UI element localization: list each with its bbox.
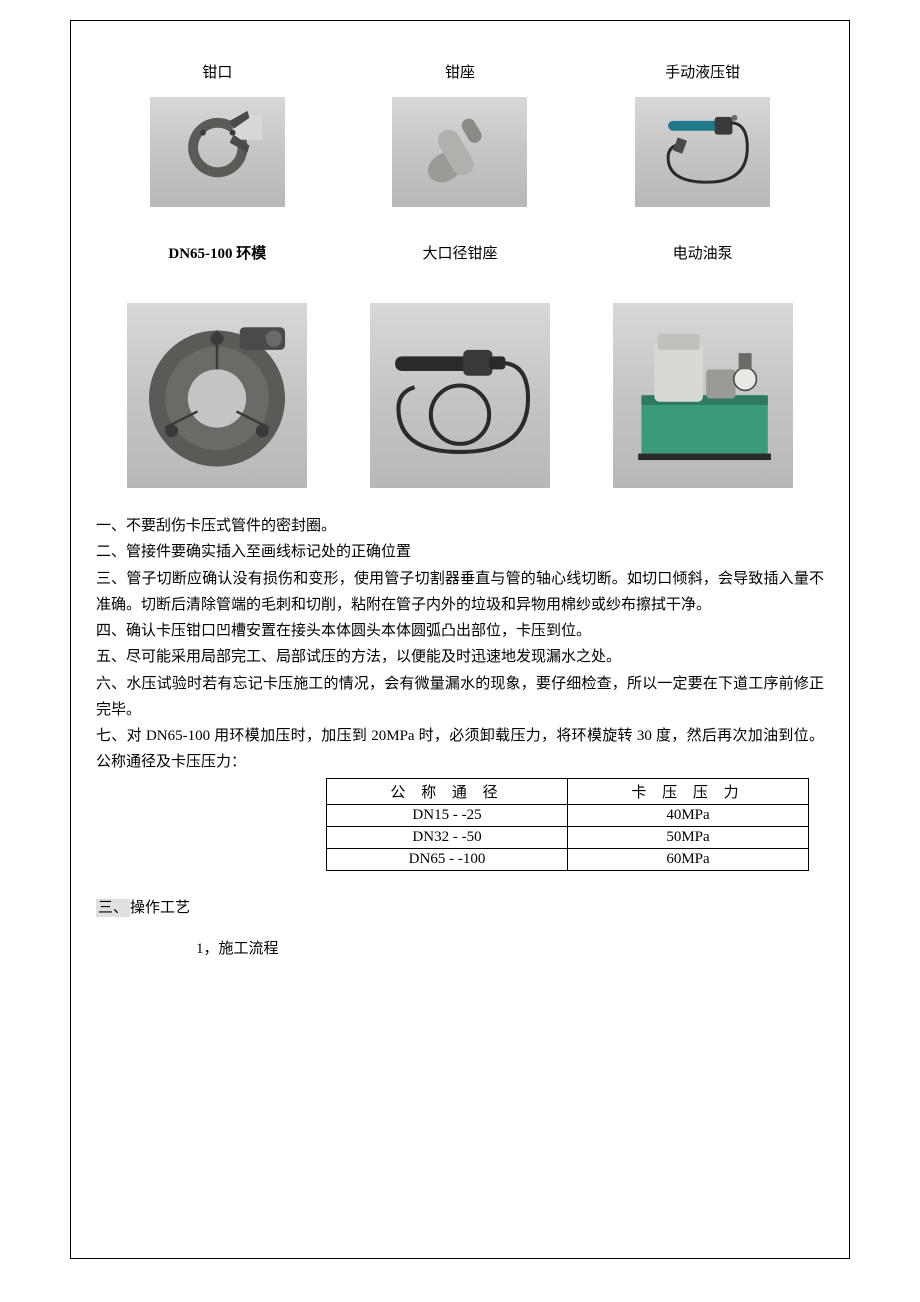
manual-clamp-icon <box>642 103 764 202</box>
tool-ring-die <box>117 303 317 488</box>
tool-seat: 钳座 <box>360 61 560 207</box>
section-title: 操作工艺 <box>130 900 190 916</box>
tools-row-2-images <box>96 303 824 488</box>
tools-row-2-labels: DN65-100 环模 大口径钳座 电动油泵 <box>96 242 824 283</box>
note-4: 四、确认卡压钳口凹槽安置在接头本体圆头本体圆弧凸出部位，卡压到位。 <box>96 618 824 644</box>
td-pressure: 50MPa <box>568 826 809 848</box>
notes-section: 一、不要刮伤卡压式管件的密封圈。 二、管接件要确实插入至画线标记处的正确位置 三… <box>96 513 824 776</box>
tool-label: DN65-100 环模 <box>168 242 266 263</box>
note-6: 六、水压试验时若有忘记卡压施工的情况，会有微量漏水的现象，要仔细检查，所以一定要… <box>96 671 824 724</box>
tool-jaw: 钳口 <box>117 61 317 207</box>
table-header-row: 公 称 通 径 卡 压 压 力 <box>327 778 809 804</box>
pressure-table: 公 称 通 径 卡 压 压 力 DN15 - -25 40MPa DN32 - … <box>326 778 809 871</box>
electric-pump-icon <box>622 312 784 479</box>
td-diameter: DN65 - -100 <box>327 848 568 870</box>
tool-label: 钳座 <box>445 61 475 82</box>
table-row: DN65 - -100 60MPa <box>327 848 809 870</box>
td-diameter: DN15 - -25 <box>327 804 568 826</box>
td-pressure: 60MPa <box>568 848 809 870</box>
section-3-heading: 三、操作工艺 <box>96 896 824 917</box>
tool-image-jaw <box>150 97 285 207</box>
tool-label: 钳口 <box>202 61 232 82</box>
large-seat-icon <box>379 312 541 479</box>
tool-manual-hydraulic: 手动液压钳 <box>603 61 803 207</box>
ring-die-icon <box>136 312 298 479</box>
tool-electric-pump-label: 电动油泵 <box>603 242 803 283</box>
seat-icon <box>399 103 521 202</box>
td-pressure: 40MPa <box>568 804 809 826</box>
tools-row-1: 钳口 钳座 <box>96 61 824 207</box>
tool-large-seat-label: 大口径钳座 <box>360 242 560 283</box>
tool-image-manual <box>635 97 770 207</box>
note-5: 五、尽可能采用局部完工、局部试压的方法，以便能及时迅速地发现漏水之处。 <box>96 644 824 670</box>
tool-large-seat <box>360 303 560 488</box>
note-1: 一、不要刮伤卡压式管件的密封圈。 <box>96 513 824 539</box>
tool-image-seat <box>392 97 527 207</box>
jaw-icon <box>157 103 279 202</box>
tool-label: 手动液压钳 <box>665 61 740 82</box>
th-pressure: 卡 压 压 力 <box>568 778 809 804</box>
document-page: 钳口 钳座 <box>70 20 850 1259</box>
section-3-sub: 1，施工流程 <box>196 937 824 958</box>
tool-image-ring-die <box>127 303 307 488</box>
td-diameter: DN32 - -50 <box>327 826 568 848</box>
tool-image-electric-pump <box>613 303 793 488</box>
th-diameter: 公 称 通 径 <box>327 778 568 804</box>
note-3: 三、管子切断应确认没有损伤和变形，使用管子切割器垂直与管的轴心线切断。如切口倾斜… <box>96 566 824 619</box>
tool-ring-die-label: DN65-100 环模 <box>117 242 317 283</box>
table-row: DN15 - -25 40MPa <box>327 804 809 826</box>
note-2: 二、管接件要确实插入至画线标记处的正确位置 <box>96 539 824 565</box>
section-number: 三、 <box>96 899 130 917</box>
tool-label: 大口径钳座 <box>422 242 497 263</box>
table-row: DN32 - -50 50MPa <box>327 826 809 848</box>
tool-electric-pump <box>603 303 803 488</box>
tool-label: 电动油泵 <box>673 242 733 263</box>
note-7: 七、对 DN65-100 用环模加压时，加压到 20MPa 时，必须卸载压力，将… <box>96 723 824 776</box>
tool-image-large-seat <box>370 303 550 488</box>
